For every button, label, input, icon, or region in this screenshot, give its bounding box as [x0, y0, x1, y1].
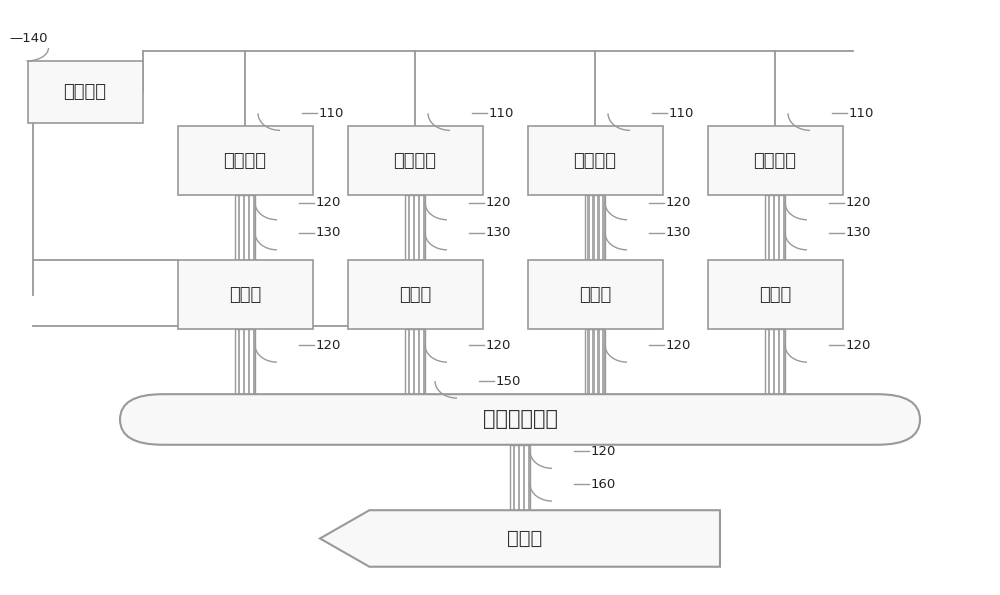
Polygon shape [408, 328, 410, 394]
Polygon shape [772, 195, 775, 261]
Polygon shape [592, 195, 595, 261]
FancyBboxPatch shape [348, 261, 482, 328]
Polygon shape [512, 444, 515, 510]
Polygon shape [528, 444, 530, 510]
Text: 130: 130 [486, 226, 511, 239]
Text: 微波源: 微波源 [507, 529, 543, 548]
FancyBboxPatch shape [765, 328, 785, 394]
Text: —140: —140 [10, 32, 48, 45]
Text: 130: 130 [316, 226, 341, 239]
Text: 110: 110 [849, 107, 874, 120]
Polygon shape [522, 444, 525, 510]
FancyBboxPatch shape [405, 328, 425, 394]
Polygon shape [587, 328, 590, 394]
Text: 110: 110 [489, 107, 514, 120]
FancyBboxPatch shape [510, 444, 530, 510]
Text: 150: 150 [496, 375, 521, 387]
Text: 120: 120 [591, 445, 616, 458]
Polygon shape [242, 195, 245, 261]
Polygon shape [782, 195, 785, 261]
Polygon shape [422, 328, 425, 394]
Text: 移相器: 移相器 [229, 286, 261, 303]
Text: 110: 110 [319, 107, 344, 120]
Text: 天线单元: 天线单元 [754, 152, 796, 170]
Polygon shape [248, 328, 250, 394]
Polygon shape [248, 195, 250, 261]
FancyBboxPatch shape [348, 126, 482, 195]
FancyBboxPatch shape [405, 195, 425, 261]
FancyBboxPatch shape [708, 126, 842, 195]
Text: 天线单元: 天线单元 [394, 152, 436, 170]
Polygon shape [782, 328, 785, 394]
Polygon shape [252, 195, 255, 261]
Text: 120: 120 [846, 339, 871, 352]
Polygon shape [418, 195, 420, 261]
Polygon shape [587, 195, 590, 261]
Polygon shape [592, 328, 595, 394]
Polygon shape [602, 195, 605, 261]
FancyBboxPatch shape [28, 61, 143, 124]
FancyBboxPatch shape [235, 328, 255, 394]
Text: 120: 120 [316, 196, 341, 209]
Polygon shape [772, 328, 775, 394]
Text: 移相器: 移相器 [399, 286, 431, 303]
Polygon shape [418, 328, 420, 394]
FancyBboxPatch shape [235, 195, 255, 261]
FancyBboxPatch shape [178, 261, 312, 328]
Text: 功率调节模块: 功率调节模块 [482, 409, 558, 430]
Polygon shape [413, 328, 415, 394]
Text: 控制电路: 控制电路 [64, 83, 106, 101]
Polygon shape [238, 328, 240, 394]
FancyBboxPatch shape [178, 126, 312, 195]
Text: 120: 120 [666, 339, 691, 352]
Text: 移相器: 移相器 [759, 286, 791, 303]
Polygon shape [320, 510, 720, 566]
Polygon shape [778, 195, 780, 261]
FancyBboxPatch shape [528, 261, 662, 328]
Polygon shape [597, 328, 600, 394]
Text: 120: 120 [486, 339, 511, 352]
Polygon shape [238, 195, 240, 261]
Polygon shape [768, 328, 770, 394]
FancyBboxPatch shape [528, 126, 662, 195]
Polygon shape [518, 444, 520, 510]
Text: 130: 130 [666, 226, 691, 239]
Polygon shape [413, 195, 415, 261]
FancyBboxPatch shape [765, 195, 785, 261]
Polygon shape [768, 195, 770, 261]
Polygon shape [602, 328, 605, 394]
Text: 120: 120 [846, 196, 871, 209]
Polygon shape [252, 328, 255, 394]
Text: 110: 110 [669, 107, 694, 120]
FancyBboxPatch shape [585, 195, 605, 261]
Polygon shape [242, 328, 245, 394]
Text: 120: 120 [316, 339, 341, 352]
Text: 120: 120 [486, 196, 511, 209]
Text: 130: 130 [846, 226, 871, 239]
Text: 160: 160 [591, 478, 616, 490]
FancyBboxPatch shape [585, 328, 605, 394]
Text: 天线单元: 天线单元 [224, 152, 266, 170]
FancyBboxPatch shape [120, 394, 920, 444]
Polygon shape [778, 328, 780, 394]
FancyBboxPatch shape [708, 261, 842, 328]
Text: 120: 120 [666, 196, 691, 209]
Text: 移相器: 移相器 [579, 286, 611, 303]
Polygon shape [422, 195, 425, 261]
Text: 天线单元: 天线单元 [574, 152, 616, 170]
Polygon shape [408, 195, 410, 261]
Polygon shape [597, 195, 600, 261]
